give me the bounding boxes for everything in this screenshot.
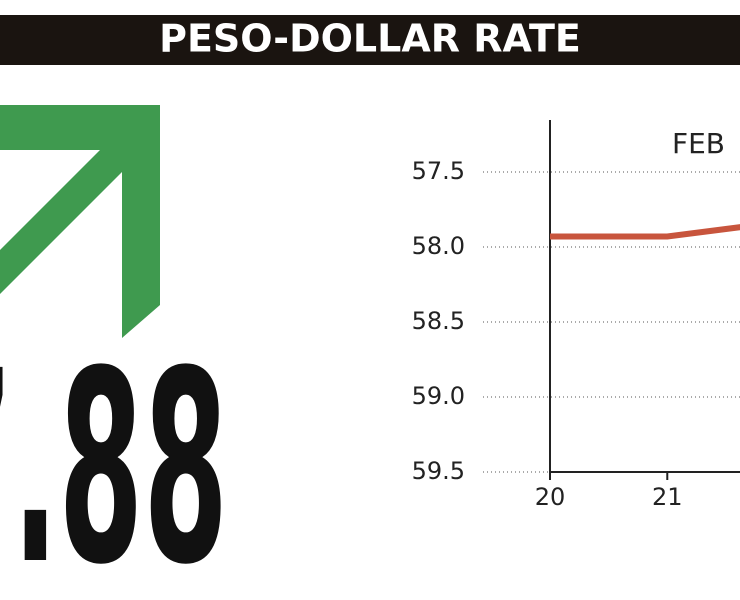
- rate-line: [550, 224, 740, 240]
- y-tick-label: 59.5: [412, 457, 465, 485]
- y-tick-label: 59.0: [412, 382, 465, 410]
- x-tick-label: 21: [652, 483, 683, 511]
- y-tick-label: 58.5: [412, 307, 465, 335]
- y-tick-label: 57.5: [412, 157, 465, 185]
- trend-arrow: [0, 105, 160, 338]
- chart-title: PESO-DOLLAR RATE: [159, 17, 581, 61]
- month-label: FEB: [672, 127, 725, 160]
- y-tick-label: 58.0: [412, 232, 465, 260]
- headline-rate: 57.88: [0, 315, 228, 600]
- title-bar: [0, 15, 740, 65]
- x-tick-label: 20: [535, 483, 566, 511]
